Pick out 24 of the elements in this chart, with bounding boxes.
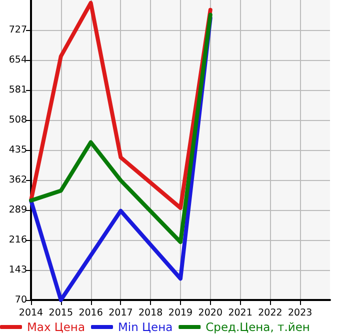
x-tick-label: 2022 (258, 308, 282, 318)
x-tick-label: 2021 (228, 308, 252, 318)
y-tick-label: 654 (8, 54, 27, 66)
x-tick-label: 2020 (198, 308, 222, 318)
legend-label: Сред.Цена, т.йен (206, 320, 310, 334)
x-tick-label: 2014 (18, 308, 44, 318)
x-tick-label: 2018 (138, 308, 163, 318)
y-tick-label: 435 (8, 144, 27, 156)
y-tick-label: 581 (8, 84, 27, 96)
y-tick-label: 289 (8, 204, 27, 216)
x-tick-label: 2016 (78, 308, 103, 318)
x-tick-label: 2017 (108, 308, 133, 318)
x-tick-label: 2015 (48, 308, 73, 318)
y-tick-label: 362 (8, 174, 27, 186)
legend-label: Max Цена (27, 320, 85, 334)
y-tick-label: 216 (8, 234, 27, 246)
x-tick-label: 2023 (288, 308, 312, 318)
y-tick-label: 143 (8, 264, 27, 276)
legend-label: Min Цена (118, 320, 173, 334)
y-tick-label: 508 (8, 114, 27, 126)
y-tick-label: 70 (14, 294, 27, 306)
x-tick-label: 2019 (168, 308, 193, 318)
line-series (29, 12, 212, 244)
y-tick-label: 727 (8, 24, 27, 36)
